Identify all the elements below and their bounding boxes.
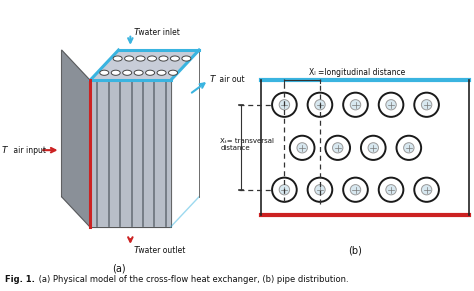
Text: (a): (a) <box>112 264 125 274</box>
Ellipse shape <box>157 70 166 75</box>
Circle shape <box>386 184 396 195</box>
Ellipse shape <box>125 56 134 61</box>
Text: (b): (b) <box>348 245 363 255</box>
Circle shape <box>386 100 396 110</box>
Ellipse shape <box>147 56 156 61</box>
Circle shape <box>379 178 403 202</box>
Ellipse shape <box>134 70 143 75</box>
Ellipse shape <box>171 56 180 61</box>
Ellipse shape <box>136 56 145 61</box>
Ellipse shape <box>182 56 191 61</box>
Circle shape <box>404 143 414 153</box>
Ellipse shape <box>169 70 178 75</box>
Circle shape <box>421 184 432 195</box>
Ellipse shape <box>100 70 109 75</box>
Ellipse shape <box>113 56 122 61</box>
Text: (a) Physical model of the cross-flow heat exchanger, (b) pipe distribution.: (a) Physical model of the cross-flow hea… <box>36 275 348 284</box>
Circle shape <box>315 100 325 110</box>
Circle shape <box>343 178 368 202</box>
Ellipse shape <box>123 70 132 75</box>
Circle shape <box>290 136 315 160</box>
Circle shape <box>361 136 385 160</box>
Text: T: T <box>1 146 7 155</box>
Text: T: T <box>134 246 139 255</box>
Text: water inlet: water inlet <box>137 28 180 37</box>
Circle shape <box>308 93 332 117</box>
Circle shape <box>414 93 439 117</box>
Ellipse shape <box>159 56 168 61</box>
Circle shape <box>379 93 403 117</box>
Circle shape <box>279 100 290 110</box>
Text: air input: air input <box>10 146 46 155</box>
Circle shape <box>325 136 350 160</box>
Text: T: T <box>134 28 139 37</box>
Text: T: T <box>210 75 215 84</box>
Text: air out: air out <box>217 75 245 84</box>
Bar <box>261 80 469 215</box>
Polygon shape <box>90 50 199 80</box>
Ellipse shape <box>111 70 120 75</box>
Circle shape <box>350 100 361 110</box>
Circle shape <box>343 93 368 117</box>
Text: Xₗ =longitudinal distance: Xₗ =longitudinal distance <box>309 68 406 77</box>
Circle shape <box>414 178 439 202</box>
Polygon shape <box>90 80 171 227</box>
Circle shape <box>421 100 432 110</box>
Circle shape <box>272 178 297 202</box>
Ellipse shape <box>146 70 155 75</box>
Circle shape <box>396 136 421 160</box>
Circle shape <box>350 184 361 195</box>
Circle shape <box>315 184 325 195</box>
Circle shape <box>279 184 290 195</box>
Text: Fig. 1.: Fig. 1. <box>5 275 35 284</box>
Text: Xₜ= transversal
distance: Xₜ= transversal distance <box>220 139 274 151</box>
Text: water outlet: water outlet <box>137 246 186 255</box>
Circle shape <box>308 178 332 202</box>
Circle shape <box>272 93 297 117</box>
Circle shape <box>333 143 343 153</box>
Circle shape <box>368 143 378 153</box>
Circle shape <box>297 143 307 153</box>
Polygon shape <box>62 50 90 227</box>
